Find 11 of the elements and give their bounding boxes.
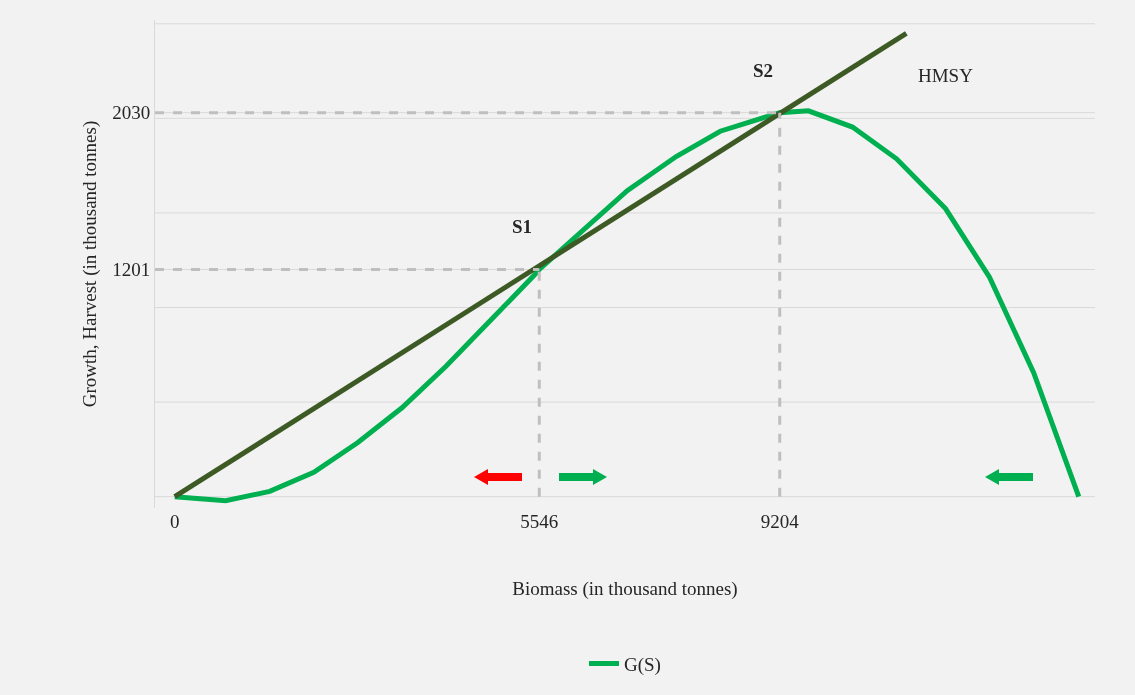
y-tick-label: 1201 — [112, 259, 151, 281]
x-axis-title: Biomass (in thousand tonnes) — [512, 577, 738, 600]
annotation: S1 — [512, 216, 533, 237]
y-axis-title: Growth, Harvest (in thousand tonnes) — [79, 120, 102, 408]
y-tick-label: 2030 — [112, 102, 151, 124]
x-tick-label: 0 — [169, 511, 180, 532]
x-tick-label: 5546 — [520, 511, 559, 532]
legend-label: G(S) — [624, 653, 661, 676]
x-tick-label: 9204 — [760, 511, 800, 532]
annotation: S2 — [753, 60, 774, 81]
annotation: HMSY — [918, 65, 974, 86]
